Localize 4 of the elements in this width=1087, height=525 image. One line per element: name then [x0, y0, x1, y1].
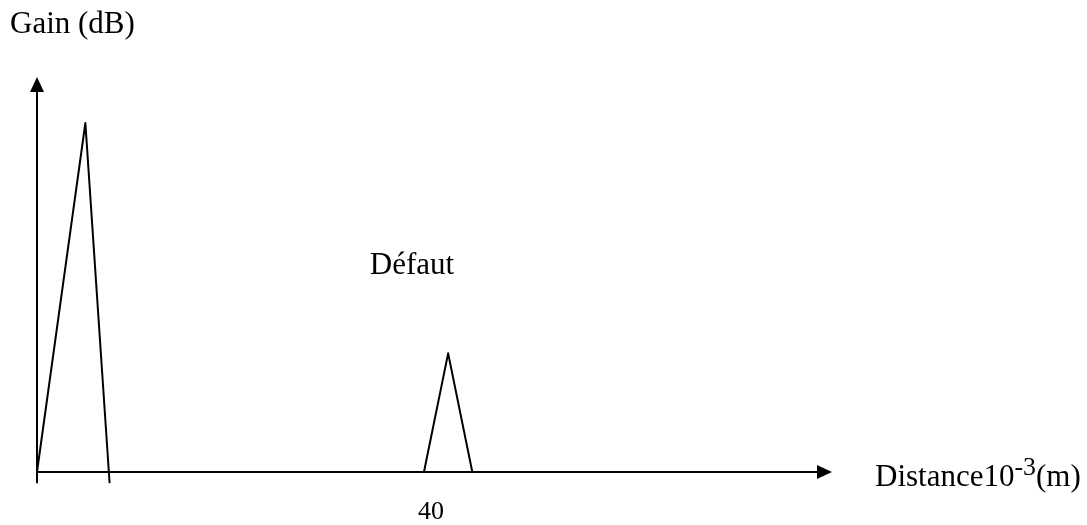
x-axis-title: Distance10$^{-3}$(m) [875, 452, 1081, 494]
y-axis-title: Gain (dB) [10, 5, 135, 41]
annotation: Défaut [369, 245, 455, 281]
text: 40 [418, 495, 444, 525]
